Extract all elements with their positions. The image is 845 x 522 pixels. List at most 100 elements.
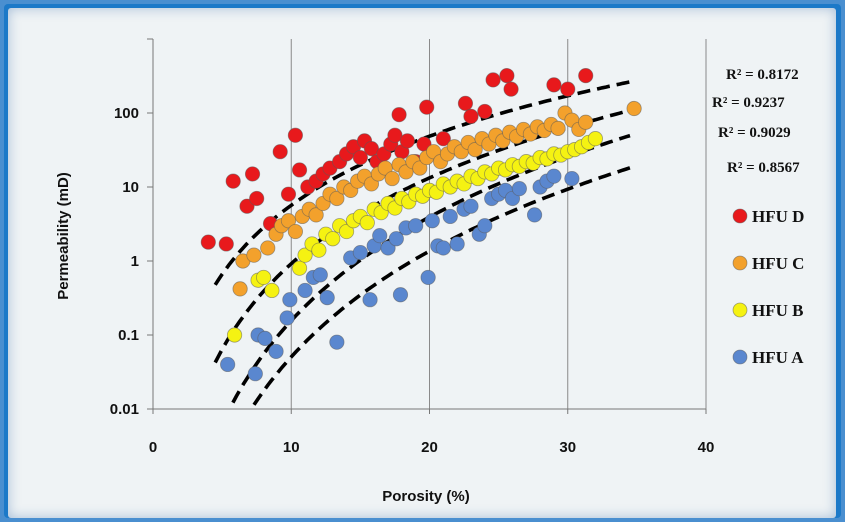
point-hfu-a [511, 181, 527, 197]
point-hfu-d [503, 81, 519, 97]
axes: 0 10 20 30 40 0.01 0.1 1 10 100 [110, 38, 715, 456]
legend: HFU D HFU C HFU B HFU A [732, 207, 804, 367]
point-hfu-c [260, 240, 276, 256]
legend-marker-hfu-a [732, 349, 748, 365]
point-hfu-a [424, 213, 440, 229]
point-hfu-c [280, 213, 297, 229]
point-hfu-b [359, 215, 375, 231]
point-hfu-d [457, 95, 474, 111]
point-hfu-a [463, 198, 479, 214]
point-hfu-d [391, 107, 407, 123]
point-hfu-c [329, 190, 345, 207]
y-axis-label: Permeability (mD) [55, 172, 72, 300]
point-hfu-a [372, 228, 388, 244]
legend-label-hfu-d: HFU D [752, 207, 804, 226]
point-hfu-c [232, 281, 248, 297]
point-hfu-d [225, 173, 241, 189]
r2-label-hfu-a: R² = 0.8567 [727, 160, 800, 176]
point-hfu-c [246, 247, 262, 263]
point-hfu-b [291, 260, 308, 276]
point-hfu-d [249, 190, 265, 207]
y-tick-label: 1 [131, 253, 139, 270]
y-tick-label: 0.1 [118, 327, 139, 344]
point-hfu-b [297, 247, 313, 263]
x-tick-label: 20 [421, 439, 438, 456]
y-tick-label: 0.01 [110, 401, 139, 418]
point-hfu-b [325, 231, 341, 247]
legend-label-hfu-a: HFU A [752, 348, 804, 367]
point-hfu-b [311, 242, 327, 258]
point-hfu-a [392, 287, 409, 303]
point-hfu-d [387, 127, 403, 143]
x-axis-label: Porosity (%) [382, 488, 470, 505]
y-tick-label: 100 [114, 105, 139, 122]
point-hfu-d [578, 68, 594, 84]
point-hfu-b [255, 269, 272, 286]
point-hfu-a [526, 207, 543, 223]
legend-label-hfu-b: HFU B [752, 301, 803, 320]
point-hfu-c [384, 170, 400, 187]
r2-label-hfu-b: R² = 0.9029 [718, 125, 791, 141]
point-hfu-d [218, 236, 234, 252]
point-hfu-a [282, 292, 298, 308]
point-hfu-c [467, 142, 483, 158]
point-hfu-a [247, 366, 263, 382]
point-hfu-c [412, 160, 428, 176]
x-tick-label: 10 [283, 439, 300, 456]
point-hfu-d [272, 144, 288, 160]
point-hfu-a [297, 282, 313, 299]
point-hfu-a [279, 310, 295, 326]
point-hfu-b [587, 131, 604, 147]
point-hfu-d [546, 77, 562, 93]
x-tick-label: 30 [559, 439, 576, 456]
trend-curve-hfu-d-trend [213, 80, 631, 286]
legend-marker-hfu-d [732, 208, 748, 224]
legend-label-hfu-c: HFU C [752, 254, 804, 273]
point-hfu-c [287, 223, 303, 240]
point-hfu-d [291, 162, 308, 178]
point-hfu-a [220, 356, 236, 373]
x-tick-label: 0 [149, 439, 157, 456]
point-hfu-a [388, 231, 404, 247]
point-hfu-c [308, 207, 324, 223]
point-hfu-a [362, 292, 378, 308]
point-hfu-a [449, 236, 465, 252]
y-tick-label: 10 [122, 179, 139, 196]
point-hfu-a [352, 244, 368, 261]
point-hfu-a [546, 168, 562, 184]
r2-label-hfu-c: R² = 0.9237 [712, 95, 785, 111]
point-hfu-c [626, 100, 642, 117]
legend-marker-hfu-c [732, 255, 748, 271]
point-hfu-d [485, 72, 501, 88]
point-hfu-a [477, 218, 493, 234]
point-hfu-c [550, 120, 566, 136]
point-hfu-d [244, 166, 261, 182]
legend-marker-hfu-b [732, 302, 748, 318]
point-hfu-a [442, 208, 458, 225]
point-hfu-d [463, 108, 479, 124]
point-hfu-a [435, 240, 451, 256]
point-hfu-a [312, 267, 328, 283]
point-hfu-d [399, 133, 415, 149]
point-hfu-b [226, 327, 243, 343]
x-tick-label: 40 [698, 439, 715, 456]
point-hfu-d [560, 81, 576, 97]
point-hfu-c [578, 114, 594, 130]
point-hfu-a [319, 290, 335, 306]
point-hfu-d [352, 149, 368, 166]
point-hfu-a [408, 218, 424, 234]
point-hfu-a [268, 343, 284, 360]
point-hfu-a [329, 334, 345, 350]
data-points [200, 68, 642, 382]
r2-label-hfu-d: R² = 0.8172 [726, 67, 799, 83]
point-hfu-d [200, 234, 216, 250]
point-hfu-d [287, 127, 303, 143]
point-hfu-d [435, 131, 451, 147]
point-hfu-d [280, 186, 297, 202]
point-hfu-a [257, 330, 273, 346]
point-hfu-d [477, 103, 493, 120]
point-hfu-a [420, 269, 436, 286]
point-hfu-d [419, 99, 435, 115]
point-hfu-b [338, 223, 355, 240]
